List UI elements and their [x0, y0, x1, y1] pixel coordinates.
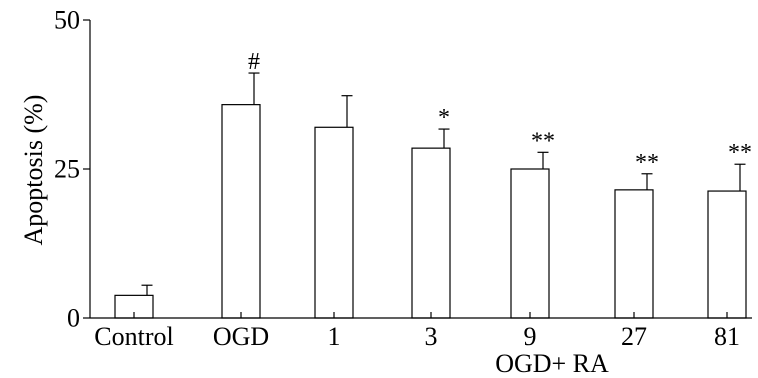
- x-tick-label: 27: [621, 322, 647, 351]
- significance-marker: *: [438, 105, 450, 131]
- bar: [221, 104, 261, 319]
- y-ticks: 0 25 50: [54, 6, 728, 333]
- significance-marker: **: [728, 140, 752, 166]
- x-tick-label: OGD: [213, 322, 269, 351]
- significance-marker: **: [531, 128, 555, 154]
- x-tick-label: 81: [714, 322, 740, 351]
- bar: [411, 147, 451, 319]
- bar: [314, 126, 354, 319]
- x-tick-label: 1: [328, 322, 341, 351]
- x-tick-label: 9: [524, 322, 537, 351]
- significance-marker: **: [635, 150, 659, 176]
- bars-layer: [114, 104, 747, 319]
- bar: [614, 189, 654, 319]
- y-tick-label: 25: [54, 155, 80, 184]
- y-tick-label: 50: [54, 6, 80, 35]
- x-tick-label: 3: [425, 322, 438, 351]
- x-tick-label: Control: [94, 322, 173, 351]
- group-label: OGD+ RA: [495, 349, 609, 378]
- significance-marker: #: [248, 49, 260, 75]
- bar: [510, 168, 550, 319]
- x-tick-labels: Control OGD 1 3 9 27 81: [94, 322, 740, 351]
- significance-annotations: #***** **: [248, 49, 752, 176]
- y-tick-label: 0: [67, 304, 80, 333]
- bar: [707, 190, 747, 319]
- error-bars-layer: [141, 72, 746, 296]
- y-axis-label: Apoptosis (%): [19, 95, 48, 246]
